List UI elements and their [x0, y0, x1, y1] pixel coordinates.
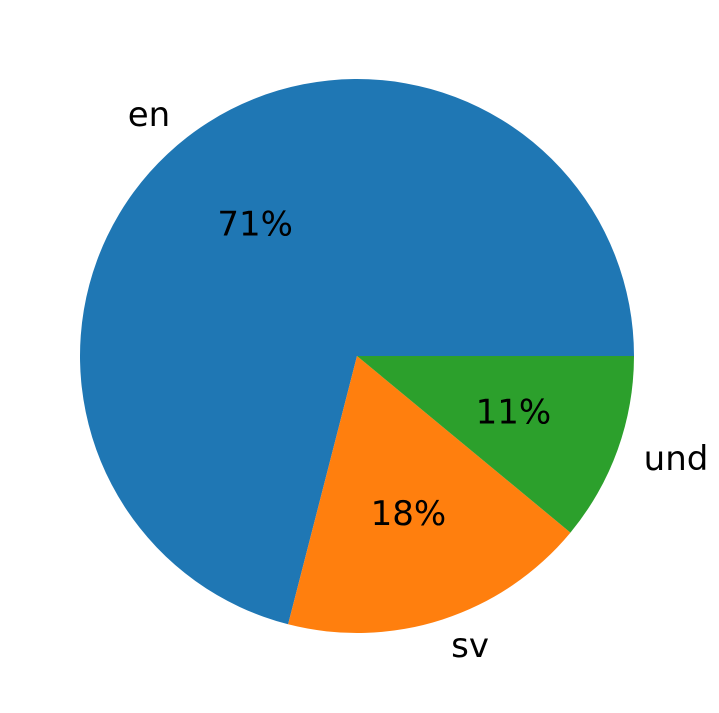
pie-slice-en [79, 79, 634, 625]
pct-label-en: 71% [217, 205, 293, 245]
slice-label-und: und [644, 439, 709, 479]
slice-label-sv: sv [451, 626, 489, 666]
pct-label-und: 11% [476, 392, 552, 432]
pct-label-sv: 18% [371, 494, 447, 534]
pie-slice-und [357, 356, 634, 533]
pie-slice-sv [288, 356, 571, 634]
slice-label-en: en [128, 95, 170, 135]
